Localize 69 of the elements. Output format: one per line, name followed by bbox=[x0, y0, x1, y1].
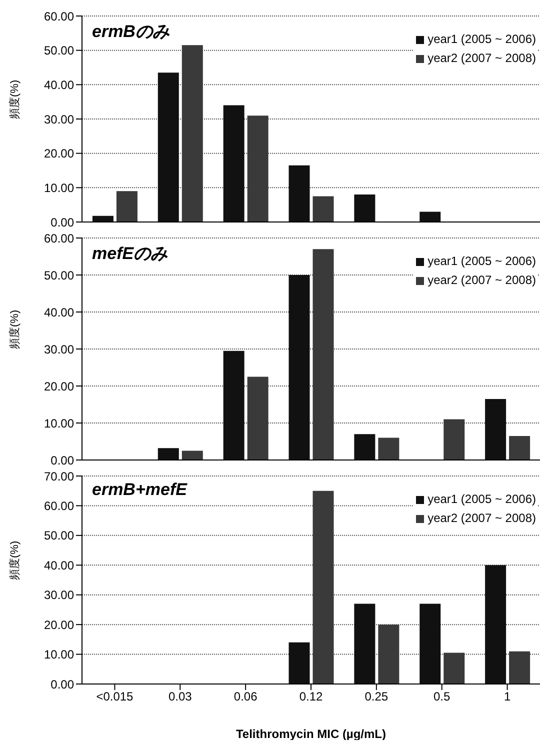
bar bbox=[158, 448, 179, 460]
bar bbox=[420, 604, 441, 684]
bar bbox=[312, 196, 334, 222]
bar bbox=[223, 350, 244, 460]
bar bbox=[288, 165, 310, 222]
bar bbox=[182, 450, 203, 460]
y-tick-label: 30.00 bbox=[44, 342, 74, 356]
bar bbox=[509, 436, 530, 460]
y-tick-label: 10.00 bbox=[44, 416, 74, 430]
bar bbox=[378, 624, 400, 684]
y-tick-label: 40.00 bbox=[44, 78, 74, 92]
bar bbox=[247, 116, 268, 222]
y-tick-label: 60.00 bbox=[44, 498, 74, 513]
bar bbox=[247, 376, 268, 460]
legend-label: year2 (2007 ~ 2008) bbox=[426, 510, 536, 527]
bar bbox=[378, 438, 400, 460]
chart-title: mefEのみ bbox=[92, 242, 168, 265]
y-tick-label: 10.00 bbox=[44, 180, 74, 195]
legend-label: year1 (2005 ~ 2006) bbox=[426, 31, 536, 48]
bar bbox=[444, 419, 465, 460]
y-tick-label: 70.00 bbox=[44, 469, 74, 484]
bar bbox=[354, 604, 376, 684]
bar bbox=[485, 398, 506, 460]
y-axis-title: 頻度(%) bbox=[8, 540, 21, 580]
bar bbox=[420, 212, 441, 222]
bar bbox=[509, 651, 530, 684]
y-tick-label: 40.00 bbox=[44, 305, 74, 320]
chart-title: ermBのみ bbox=[92, 20, 170, 43]
y-tick-label: 0.00 bbox=[50, 677, 74, 692]
bar bbox=[312, 490, 334, 684]
y-tick-label: 50.00 bbox=[44, 44, 74, 58]
y-tick-label: 20.00 bbox=[44, 618, 74, 632]
y-tick-label: 50.00 bbox=[44, 268, 74, 282]
x-tick-label: 0.5 bbox=[434, 690, 451, 704]
y-tick-label: 10.00 bbox=[44, 648, 74, 662]
x-tick-label: 0.03 bbox=[168, 690, 192, 704]
legend-label: year2 (2007 ~ 2008) bbox=[426, 272, 536, 289]
legend-label: year1 (2005 ~ 2006) bbox=[426, 253, 536, 270]
x-tick-label: 0.12 bbox=[299, 690, 323, 704]
bar bbox=[485, 565, 506, 684]
bar bbox=[312, 249, 334, 460]
x-tick-label: 1 bbox=[504, 690, 511, 704]
bar bbox=[158, 72, 179, 222]
bar bbox=[354, 194, 376, 222]
y-axis-title: 頻度(%) bbox=[8, 310, 21, 349]
legend-label: year2 (2007 ~ 2008) bbox=[426, 50, 536, 67]
chart-title: ermB+mefE bbox=[92, 480, 187, 500]
y-tick-label: 30.00 bbox=[44, 112, 74, 126]
bar bbox=[444, 652, 465, 684]
legend-label: year1 (2005 ~ 2006) bbox=[426, 491, 536, 508]
bar bbox=[182, 45, 203, 222]
y-axis-title: 頻度(%) bbox=[8, 80, 21, 119]
bar bbox=[288, 642, 310, 684]
y-tick-label: 0.00 bbox=[50, 453, 74, 468]
bar bbox=[223, 105, 244, 222]
x-tick-label: 0.25 bbox=[364, 690, 388, 704]
x-tick-label: 0.06 bbox=[234, 690, 258, 704]
x-tick-label: <0.015 bbox=[96, 690, 134, 704]
y-tick-label: 40.00 bbox=[44, 558, 74, 572]
bar bbox=[116, 191, 138, 222]
y-tick-label: 60.00 bbox=[44, 231, 74, 246]
y-tick-label: 20.00 bbox=[44, 146, 74, 161]
y-tick-label: 60.00 bbox=[44, 9, 74, 24]
y-tick-label: 50.00 bbox=[44, 528, 74, 543]
bar bbox=[288, 275, 310, 460]
y-tick-label: 30.00 bbox=[44, 588, 74, 602]
y-tick-label: 0.00 bbox=[50, 215, 74, 230]
bar bbox=[354, 434, 376, 460]
y-tick-label: 20.00 bbox=[44, 379, 74, 394]
